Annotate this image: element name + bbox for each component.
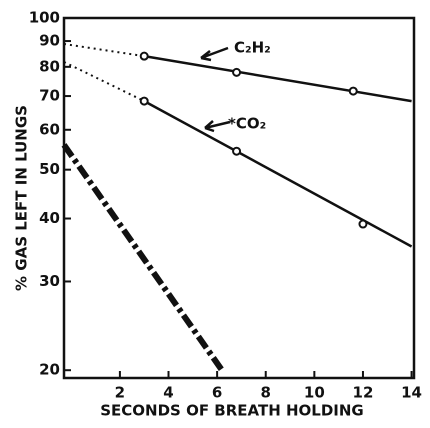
x-tick-label: 10 xyxy=(304,384,325,402)
x-tick-label: 12 xyxy=(353,384,374,402)
y-tick-label: 40 xyxy=(39,209,60,227)
x-tick-label: 14 xyxy=(401,384,422,402)
dotted-line xyxy=(63,61,145,103)
arrow xyxy=(200,46,229,62)
series-label: C₂H₂ xyxy=(234,39,271,57)
point xyxy=(232,67,242,77)
point xyxy=(358,219,368,229)
point xyxy=(139,51,149,61)
y-tick-label: 70 xyxy=(39,87,60,105)
y-tick-label: 80 xyxy=(39,57,60,75)
y-tick-label: 60 xyxy=(39,120,60,138)
y-tick-label: 100 xyxy=(29,9,60,27)
y-tick-label: 30 xyxy=(39,272,60,290)
dotted-line xyxy=(63,43,145,58)
y-tick-label: 50 xyxy=(39,160,60,178)
x-tick-label: 8 xyxy=(261,384,271,402)
arrow xyxy=(204,120,231,133)
plot-frame xyxy=(62,16,416,380)
x-tick-label: 2 xyxy=(115,384,125,402)
x-tick-label: 4 xyxy=(163,384,173,402)
x-tick-label: 6 xyxy=(212,384,222,402)
series-label: *CO₂ xyxy=(228,115,266,133)
point xyxy=(139,96,149,106)
x-axis-label: SECONDS OF BREATH HOLDING xyxy=(100,402,364,420)
point xyxy=(348,86,358,96)
fit-line xyxy=(143,100,413,248)
point xyxy=(232,146,242,156)
y-axis-label: % GAS LEFT IN LUNGS xyxy=(13,105,31,291)
fit-line xyxy=(144,54,412,103)
dashdot-line xyxy=(61,143,225,372)
y-tick-label: 90 xyxy=(39,32,60,50)
y-tick-label: 20 xyxy=(39,361,60,379)
